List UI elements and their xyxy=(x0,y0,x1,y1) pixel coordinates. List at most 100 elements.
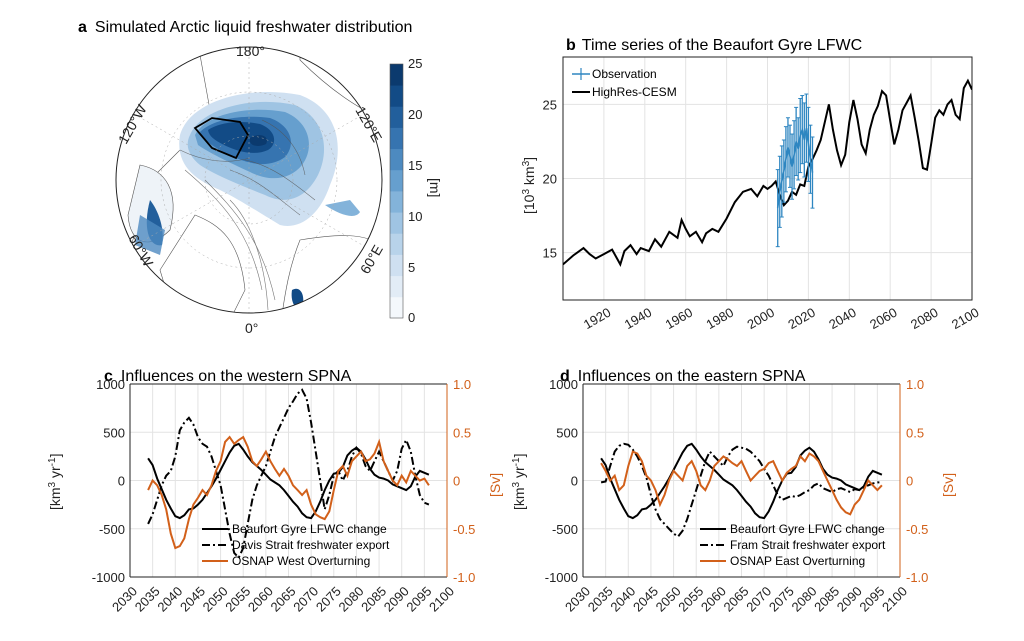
y2-tick-label: -0.5 xyxy=(453,522,475,537)
chart-d-ylabel: [km3 yr-1] xyxy=(511,454,527,510)
legend-label: Davis Strait freshwater export xyxy=(232,538,390,552)
plot-area xyxy=(600,442,883,538)
legend: Observation HighRes-CESM xyxy=(572,67,677,99)
colorbar-segment xyxy=(390,296,403,319)
chart-d: 2030203520402045205020552060206520702075… xyxy=(545,377,929,615)
panel-a: a Simulated Arctic liquid freshwater dist… xyxy=(78,19,443,336)
series-line xyxy=(600,442,883,520)
series-line xyxy=(600,450,883,516)
panel-a-title: a Simulated Arctic liquid freshwater dist… xyxy=(78,19,412,36)
colorbar-unit: [m] xyxy=(427,178,443,197)
cb-tick: 5 xyxy=(408,260,415,275)
legend-label: Beaufort Gyre LFWC change xyxy=(730,522,885,536)
series-line xyxy=(147,442,430,520)
y-tick-label: 20 xyxy=(543,172,557,187)
colorbar-segment xyxy=(390,85,403,107)
colorbar-segment xyxy=(390,64,403,86)
panel-c: c Influences on the western SPNA 20302035… xyxy=(47,368,503,615)
y-tick-label: 0 xyxy=(571,474,578,489)
series-line-observation xyxy=(776,126,814,209)
y-tick-label: 25 xyxy=(543,97,557,112)
y-tick-label: -1000 xyxy=(545,570,578,585)
colorbar-segment xyxy=(390,191,403,213)
plot-area xyxy=(563,78,972,267)
x-tick-label: 1940 xyxy=(622,305,655,332)
panel-c-title: c Influences on the western SPNA xyxy=(104,368,352,385)
chart-d-y2label: [Sv] xyxy=(940,473,956,497)
cb-tick: 15 xyxy=(408,158,422,173)
legend: Beaufort Gyre LFWC change Davis Strait fr… xyxy=(202,522,390,568)
x-tick-label: 1980 xyxy=(704,305,737,332)
y-tick-label: 500 xyxy=(556,425,578,440)
y-tick-label: -500 xyxy=(99,522,125,537)
y-tick-label: 15 xyxy=(543,246,557,261)
colorbar-segment xyxy=(390,275,403,298)
colorbar-segment xyxy=(390,127,403,150)
x-tick-label: 2080 xyxy=(908,305,941,332)
y2-tick-label: 1.0 xyxy=(906,377,924,392)
cb-tick: 10 xyxy=(408,209,422,224)
colorbar-segment xyxy=(390,106,403,128)
legend-label: OSNAP East Overturning xyxy=(730,554,865,568)
series-line xyxy=(147,435,430,550)
y2-tick-label: -1.0 xyxy=(906,570,928,585)
y2-tick-label: 0 xyxy=(453,474,460,489)
chart-c: 2030203520402045205020552060206520702075… xyxy=(92,377,476,615)
y2-tick-label: -0.5 xyxy=(906,522,928,537)
x-tick-label: 2100 xyxy=(879,584,910,615)
y2-tick-label: -1.0 xyxy=(453,570,475,585)
series-line xyxy=(600,442,882,538)
colorbar-segment xyxy=(390,148,403,171)
x-tick-label: 2040 xyxy=(826,305,859,332)
legend-label-highres-cesm: HighRes-CESM xyxy=(592,85,677,99)
y2-tick-label: 0.5 xyxy=(453,425,471,440)
legend-label: Beaufort Gyre LFWC change xyxy=(232,522,387,536)
cb-tick: 0 xyxy=(408,310,415,325)
colorbar-segment xyxy=(390,169,403,192)
panel-d: d Influences on the eastern SPNA 20302035… xyxy=(511,368,956,615)
y-tick-label: 500 xyxy=(103,425,125,440)
x-tick-label: 2100 xyxy=(426,584,457,615)
colorbar-frame xyxy=(389,63,404,319)
chart-b: 1920 1940 1960 1980 2000 2020 2040 2060 2080 2100… xyxy=(543,56,982,332)
colorbar-segment xyxy=(390,233,403,255)
x-tick-label: 1920 xyxy=(581,305,614,332)
chart-c-ylabel: [km3 yr-1] xyxy=(47,454,63,510)
panel-b-title: b Time series of the Beaufort Gyre LFWC xyxy=(566,37,862,54)
chart-b-ylabel: [103 km3] xyxy=(521,157,537,214)
y-tick-label: -500 xyxy=(552,522,578,537)
legend-label-observation: Observation xyxy=(592,67,657,81)
x-tick-label: 2020 xyxy=(785,305,818,332)
label-180: 180° xyxy=(236,43,265,59)
legend-label: OSNAP West Overturning xyxy=(232,554,370,568)
y2-tick-label: 1.0 xyxy=(453,377,471,392)
x-tick-label: 2060 xyxy=(867,305,900,332)
y2-tick-label: 0.5 xyxy=(906,425,924,440)
cb-tick: 25 xyxy=(408,56,422,71)
panel-d-title: d Influences on the eastern SPNA xyxy=(560,368,806,385)
x-tick-label: 2100 xyxy=(949,305,982,332)
land-greenland xyxy=(159,214,246,313)
x-tick-label: 2000 xyxy=(744,305,777,332)
colorbar xyxy=(389,63,404,319)
panel-b: b Time series of the Beaufort Gyre LFWC 1… xyxy=(521,37,982,332)
colorbar-segment xyxy=(390,212,403,234)
plot-area xyxy=(147,388,430,560)
y-tick-label: -1000 xyxy=(92,570,125,585)
plot-frame xyxy=(562,56,973,301)
colorbar-segment xyxy=(390,254,403,277)
legend-label: Fram Strait freshwater export xyxy=(730,538,886,552)
label-0: 0° xyxy=(245,320,258,336)
cb-tick: 20 xyxy=(408,107,422,122)
beaufort-gyre-box xyxy=(193,117,250,160)
y-tick-label: 0 xyxy=(118,474,125,489)
legend: Beaufort Gyre LFWC change Fram Strait fre… xyxy=(700,522,886,568)
series-line-highres-cesm xyxy=(563,78,972,267)
chart-c-y2label: [Sv] xyxy=(487,473,503,497)
y2-tick-label: 0 xyxy=(906,474,913,489)
series-line xyxy=(147,388,430,560)
colorbar-ticks: 25 20 15 10 5 0 xyxy=(408,56,422,325)
y-tick-label: 1000 xyxy=(96,377,125,392)
x-tick-label: 1960 xyxy=(663,305,696,332)
